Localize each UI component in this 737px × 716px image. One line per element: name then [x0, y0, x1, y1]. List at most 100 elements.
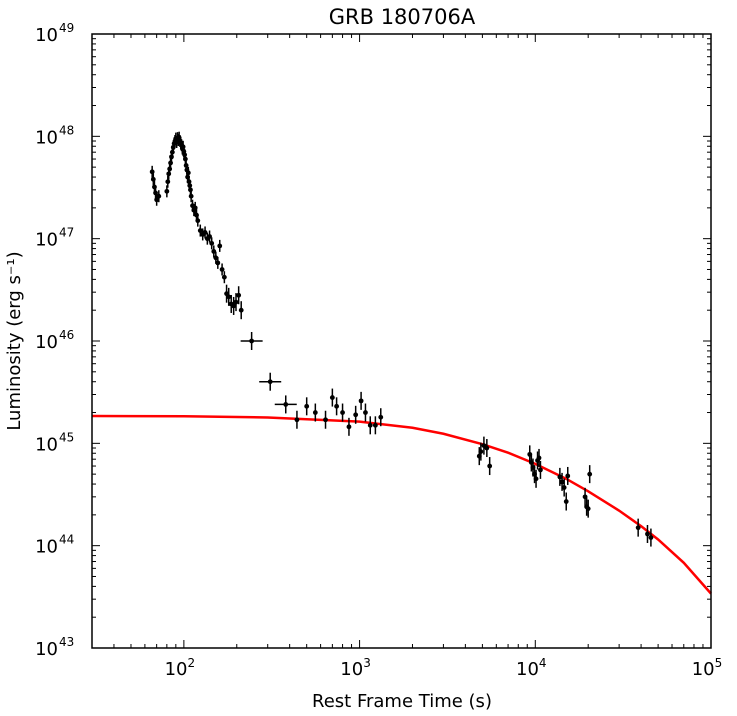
y-tick-label: 10	[35, 537, 58, 558]
y-tick-label: 10	[35, 127, 58, 148]
data-point	[274, 395, 297, 414]
data-point	[259, 372, 282, 391]
data-points-layer	[149, 131, 654, 547]
data-marker	[209, 240, 215, 246]
data-marker	[312, 410, 318, 415]
data-marker	[372, 422, 378, 428]
data-marker	[340, 410, 345, 415]
data-marker	[367, 422, 373, 428]
data-marker	[478, 449, 484, 455]
data-point	[195, 214, 201, 227]
data-point	[538, 460, 543, 479]
data-marker	[323, 417, 328, 423]
data-marker	[213, 255, 219, 261]
data-point	[323, 410, 328, 429]
data-marker	[167, 166, 173, 172]
x-tick-label: 103	[340, 656, 371, 680]
data-marker	[346, 424, 352, 430]
y-axis-label: Luminosity (erg s⁻¹)	[4, 251, 25, 430]
data-marker	[635, 525, 641, 531]
data-marker	[221, 274, 227, 280]
data-point	[478, 442, 484, 461]
data-point	[533, 469, 539, 488]
data-point	[648, 528, 654, 547]
data-point	[150, 173, 156, 186]
y-tick-exponent: 43	[59, 635, 74, 649]
data-marker	[236, 292, 242, 298]
data-point	[207, 230, 212, 243]
data-marker	[188, 193, 194, 199]
data-point	[367, 416, 373, 435]
data-point	[236, 286, 242, 305]
data-marker	[169, 149, 175, 155]
data-marker	[202, 230, 208, 235]
data-point	[635, 518, 641, 537]
data-point	[238, 301, 244, 320]
data-marker	[487, 463, 493, 469]
data-marker	[358, 398, 364, 404]
data-point	[536, 448, 542, 467]
data-point	[192, 201, 198, 214]
data-point	[334, 397, 340, 416]
data-point	[378, 408, 384, 427]
data-marker	[363, 410, 368, 415]
y-tick-label: 10	[35, 332, 58, 353]
model-curve	[91, 414, 712, 595]
data-marker	[538, 467, 543, 473]
y-tick-exponent: 49	[59, 21, 74, 35]
y-tick-label: 10	[35, 25, 58, 46]
data-point	[587, 465, 593, 484]
data-marker	[283, 402, 289, 407]
data-point	[202, 226, 208, 239]
data-marker	[565, 473, 571, 479]
data-point	[226, 287, 232, 306]
data-point	[487, 457, 493, 476]
data-point	[231, 296, 237, 315]
data-point	[240, 332, 263, 350]
axes	[91, 33, 712, 649]
data-point	[221, 271, 227, 284]
data-point	[217, 239, 223, 252]
data-marker	[165, 179, 171, 185]
y-tick-label: 10	[35, 434, 58, 455]
x-tick-label: 104	[516, 656, 547, 680]
data-point	[209, 237, 215, 250]
data-marker	[249, 338, 255, 344]
data-point	[211, 245, 217, 258]
data-marker	[648, 535, 654, 540]
y-tick-label: 10	[35, 230, 58, 251]
data-marker	[182, 152, 188, 158]
data-point	[363, 403, 368, 422]
data-marker	[149, 169, 155, 175]
data-point	[372, 416, 378, 435]
data-point	[340, 403, 345, 422]
data-point	[215, 256, 221, 269]
data-marker	[238, 307, 244, 313]
y-tick-exponent: 47	[59, 226, 74, 240]
data-marker	[211, 249, 217, 254]
data-marker	[166, 171, 172, 177]
y-tick-label: 10	[35, 639, 58, 660]
x-tick-label: 105	[692, 656, 723, 680]
y-tick-exponent: 48	[59, 123, 74, 137]
data-marker	[587, 471, 593, 477]
x-axis-ticks: 102 103 104 105	[91, 34, 723, 680]
data-point	[565, 466, 571, 485]
data-marker	[329, 395, 335, 400]
data-marker	[231, 303, 237, 309]
data-marker	[169, 154, 174, 160]
data-marker	[215, 260, 221, 266]
data-marker	[180, 144, 186, 150]
data-marker	[168, 160, 173, 166]
data-marker	[233, 299, 239, 305]
data-point	[233, 293, 239, 312]
chart-title: GRB 180706A	[329, 5, 476, 29]
data-point	[156, 190, 162, 203]
data-marker	[192, 205, 198, 211]
data-point	[149, 165, 155, 178]
data-point	[329, 388, 335, 407]
y-tick-exponent: 46	[59, 328, 74, 342]
data-point	[353, 405, 359, 424]
